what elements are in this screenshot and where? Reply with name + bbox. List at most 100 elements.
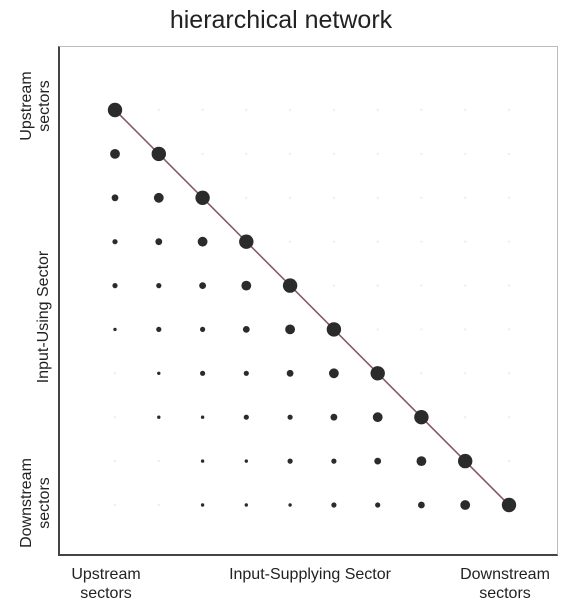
matrix-empty-dot: [420, 284, 423, 287]
matrix-empty-dot: [376, 328, 379, 331]
matrix-dot: [200, 459, 205, 463]
matrix-dot: [107, 102, 123, 118]
matrix-dot: [151, 146, 166, 162]
y-label-middle: Input-Using Sector: [35, 250, 52, 384]
matrix-empty-dot: [507, 152, 511, 156]
matrix-dot: [416, 456, 427, 466]
matrix-empty-dot: [376, 196, 379, 199]
matrix-dot: [110, 149, 120, 159]
x-label-right-line2: sectors: [479, 585, 531, 602]
diagram-title: hierarchical network: [169, 6, 393, 34]
matrix-empty-dot: [113, 372, 117, 375]
matrix-dot: [330, 413, 338, 421]
matrix-dot: [155, 238, 163, 246]
matrix-dot: [287, 458, 293, 464]
matrix-dot: [197, 236, 208, 247]
y-label-bottom-line2: sectors: [36, 477, 53, 529]
matrix-dot: [288, 503, 292, 507]
matrix-dot: [282, 278, 298, 293]
matrix-empty-dot: [332, 152, 336, 156]
matrix-empty-dot: [332, 284, 336, 287]
matrix-dot: [200, 415, 205, 419]
y-label-top: Upstream sectors: [18, 66, 54, 146]
matrix-dot: [244, 503, 248, 507]
matrix-empty-dot: [464, 108, 467, 112]
matrix-dot: [239, 234, 254, 249]
matrix-empty-dot: [464, 284, 467, 287]
matrix-empty-dot: [245, 196, 248, 199]
x-label-right-line1: Downstream: [460, 566, 550, 583]
y-label-bottom-line1: Downstream: [18, 458, 35, 548]
y-label-bottom: Downstream sectors: [18, 453, 54, 553]
matrix-dot: [370, 366, 385, 381]
x-label-left-line2: sectors: [80, 585, 132, 602]
matrix-empty-dot: [507, 284, 511, 287]
matrix-dot: [156, 326, 162, 332]
matrix-empty-dot: [113, 503, 117, 507]
matrix-empty-dot: [332, 196, 336, 199]
matrix-dot: [111, 194, 119, 202]
matrix-empty-dot: [420, 328, 423, 331]
matrix-dot: [372, 412, 383, 423]
matrix-empty-dot: [201, 152, 204, 156]
matrix-empty-dot: [420, 372, 423, 375]
matrix-empty-dot: [157, 108, 160, 112]
matrix-empty-dot: [376, 152, 379, 156]
matrix-dot: [460, 500, 471, 510]
matrix-empty-dot: [113, 416, 117, 419]
matrix-empty-dot: [288, 108, 292, 112]
matrix-dot: [200, 370, 206, 376]
x-label-left: Upstream sectors: [58, 565, 154, 603]
matrix-dot: [418, 501, 425, 509]
matrix-empty-dot: [464, 372, 467, 375]
matrix-dot: [113, 327, 117, 332]
matrix-dot: [195, 190, 210, 205]
matrix-empty-dot: [376, 108, 379, 112]
x-label-right: Downstream sectors: [448, 565, 562, 603]
matrix-dot: [287, 414, 293, 420]
matrix-dot: [200, 503, 205, 507]
x-label-left-line1: Upstream: [71, 566, 141, 583]
y-label-top-line1: Upstream: [18, 71, 35, 141]
matrix-empty-dot: [288, 196, 292, 199]
matrix-empty-dot: [420, 240, 423, 243]
matrix-empty-dot: [332, 240, 336, 243]
matrix-dot: [156, 283, 162, 289]
matrix-dot: [326, 322, 342, 337]
matrix-dot: [458, 453, 473, 469]
y-label-top-line2: sectors: [36, 80, 53, 132]
matrix-dot: [157, 371, 161, 375]
matrix-dot: [285, 324, 295, 335]
matrix-empty-dot: [420, 152, 423, 156]
matrix-empty-dot: [420, 196, 423, 199]
matrix-dot: [501, 497, 517, 513]
matrix-empty-dot: [376, 240, 379, 243]
matrix-empty-dot: [507, 240, 511, 243]
matrix-empty-dot: [201, 108, 204, 112]
diagonal-line: [114, 109, 510, 506]
matrix-dot: [243, 414, 249, 420]
matrix-empty-dot: [157, 459, 160, 463]
matrix-dot: [112, 283, 118, 289]
matrix-dot: [414, 410, 429, 425]
matrix-empty-dot: [245, 152, 248, 156]
x-label-middle: Input-Supplying Sector: [229, 566, 391, 583]
matrix-empty-dot: [507, 459, 511, 463]
matrix-dot: [331, 458, 337, 464]
matrix-empty-dot: [507, 196, 511, 199]
matrix-empty-dot: [288, 152, 292, 156]
matrix-dot: [200, 326, 206, 332]
matrix-dot: [243, 370, 249, 376]
matrix-dot: [199, 282, 207, 289]
matrix-dot: [375, 502, 381, 508]
matrix-empty-dot: [157, 503, 160, 507]
matrix-dot: [329, 368, 339, 379]
matrix-dot: [157, 415, 161, 419]
matrix-empty-dot: [507, 372, 511, 375]
matrix-empty-dot: [507, 328, 511, 331]
matrix-empty-dot: [376, 284, 379, 287]
matrix-empty-dot: [507, 416, 511, 419]
matrix-empty-dot: [464, 196, 467, 199]
matrix-empty-dot: [420, 108, 423, 112]
matrix-dot: [244, 459, 248, 463]
